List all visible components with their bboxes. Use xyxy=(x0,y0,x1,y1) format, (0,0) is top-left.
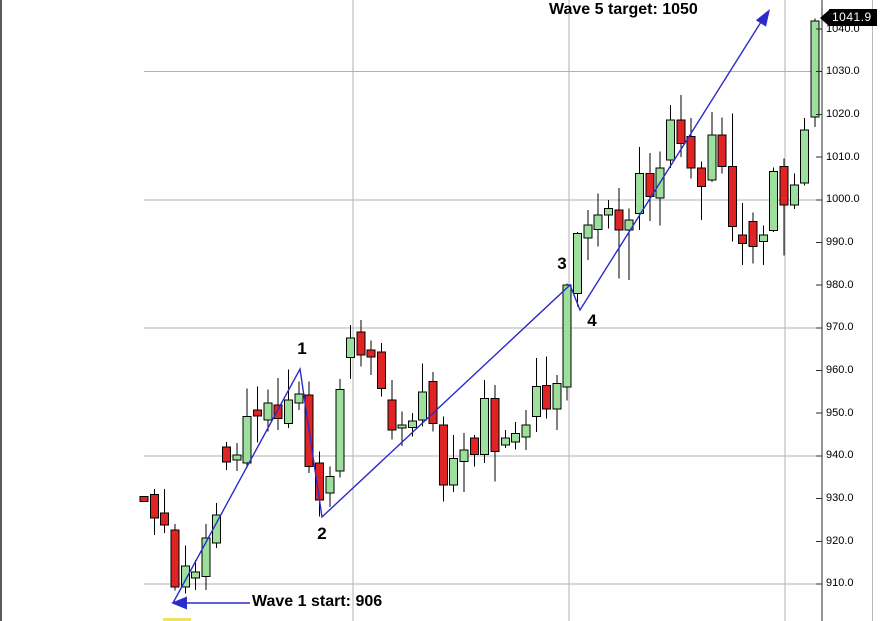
candle-up xyxy=(583,224,593,239)
candle-up xyxy=(635,172,645,214)
axis-panel-divider xyxy=(872,0,873,621)
candle-down xyxy=(387,399,397,431)
wave1-arrowhead-icon xyxy=(171,596,187,610)
wave5-arrowhead-icon xyxy=(755,9,770,27)
candle-up xyxy=(593,214,603,231)
badge-left-arrow-icon xyxy=(820,9,829,26)
candle-up xyxy=(480,397,490,456)
candle-up xyxy=(665,119,675,161)
wave5-target-annotation: Wave 5 target: 1050 xyxy=(549,1,698,18)
candle-up xyxy=(531,385,541,418)
wave1-start-annotation: Wave 1 start: 906 xyxy=(252,593,383,610)
price-axis-label: 930.0 xyxy=(826,492,854,505)
candle-down xyxy=(696,167,706,188)
candle-up xyxy=(211,514,221,544)
candle-down xyxy=(645,172,655,197)
candle-up xyxy=(562,284,572,388)
candle-down xyxy=(748,221,758,248)
candle-up xyxy=(707,134,717,181)
candle-up xyxy=(284,399,294,424)
candle-down xyxy=(376,351,386,389)
price-axis-label: 1020.0 xyxy=(826,107,860,120)
candle-up xyxy=(604,207,614,216)
candle-up xyxy=(573,232,583,294)
candle-down xyxy=(428,381,438,424)
candle-up xyxy=(521,424,531,438)
price-axis-label: 940.0 xyxy=(826,449,854,462)
candle-down xyxy=(253,409,263,417)
candle-down xyxy=(438,424,448,486)
candle-up xyxy=(335,389,345,472)
price-axis-label: 910.0 xyxy=(826,577,854,590)
chart-left-border xyxy=(0,0,2,621)
price-axis-label: 950.0 xyxy=(826,406,854,419)
candle-up xyxy=(552,382,562,410)
last-price-value: 1041.9 xyxy=(829,9,877,26)
candle-up xyxy=(263,402,273,421)
candle-down xyxy=(614,209,624,231)
candle-up xyxy=(325,475,335,494)
candle-down xyxy=(273,404,283,419)
candle-up xyxy=(418,391,428,421)
candle-up xyxy=(459,449,469,462)
candle-down xyxy=(686,136,696,169)
price-axis-label: 970.0 xyxy=(826,321,854,334)
candle-down xyxy=(676,119,686,144)
candle-up xyxy=(397,424,407,429)
candle-up xyxy=(810,20,820,118)
candle-up xyxy=(500,437,510,446)
candle-down xyxy=(717,134,727,167)
candle-up xyxy=(201,537,211,578)
candle-up xyxy=(180,565,190,588)
candle-up xyxy=(407,420,417,429)
candle-up xyxy=(789,184,799,206)
candle-up xyxy=(232,454,242,461)
wave-label-1: 1 xyxy=(297,339,307,358)
last-price-badge: 1041.9 xyxy=(820,9,877,26)
wave-label-4: 4 xyxy=(587,311,597,330)
candle-down xyxy=(139,495,149,503)
wave-label-3: 3 xyxy=(557,254,567,273)
candle-up xyxy=(294,393,304,404)
candle-down xyxy=(727,165,737,228)
price-axis-label: 920.0 xyxy=(826,534,854,547)
candle-up xyxy=(511,432,521,443)
candle-up xyxy=(769,171,779,232)
candle-down xyxy=(170,529,180,588)
wave-zigzag-line xyxy=(172,13,767,604)
candle-down xyxy=(222,446,232,463)
candle-up xyxy=(345,337,355,359)
candle-down xyxy=(149,493,159,519)
candle-up xyxy=(800,129,810,184)
candle-down xyxy=(469,437,479,456)
wave-label-2: 2 xyxy=(317,524,327,543)
candle-down xyxy=(542,384,552,410)
candle-down xyxy=(779,165,789,206)
candle-down xyxy=(356,331,366,356)
price-axis-label: 1030.0 xyxy=(826,65,860,78)
candle-down xyxy=(490,397,500,453)
price-axis-label: 1010.0 xyxy=(826,150,860,163)
candle-down xyxy=(738,234,748,244)
candle-up xyxy=(758,234,768,243)
candle-up xyxy=(242,416,252,464)
candle-down xyxy=(160,512,170,526)
candle-up xyxy=(449,457,459,486)
candle-down xyxy=(366,349,376,358)
price-axis-label: 1000.0 xyxy=(826,193,860,206)
candle-up xyxy=(191,571,201,579)
price-axis-label: 990.0 xyxy=(826,235,854,248)
price-axis-label: 960.0 xyxy=(826,364,854,377)
price-axis-label: 980.0 xyxy=(826,278,854,291)
bottom-edge-artifact xyxy=(163,618,191,621)
